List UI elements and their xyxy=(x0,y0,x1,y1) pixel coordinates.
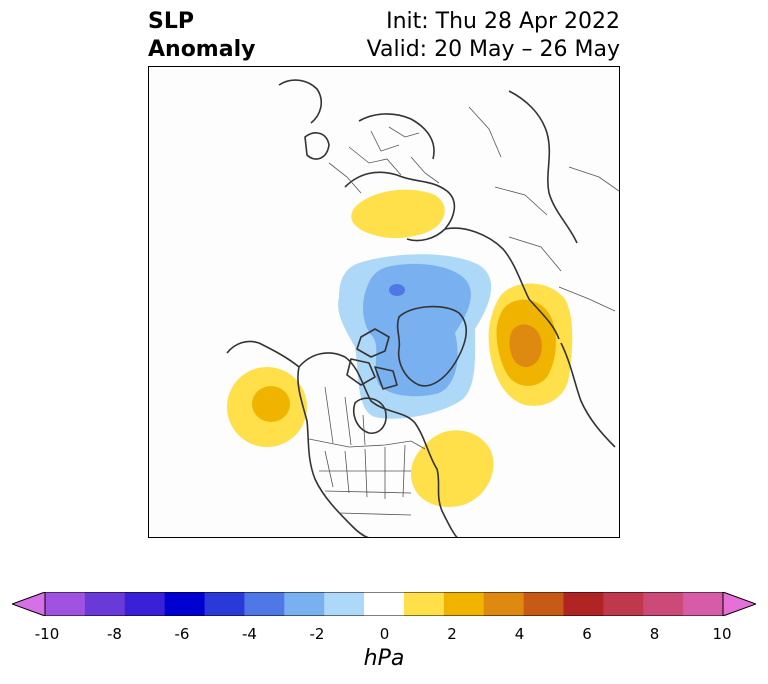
colorbar-unit: hPa xyxy=(363,646,405,671)
colorbar-bin xyxy=(643,592,684,616)
colorbar-bin xyxy=(284,592,325,616)
anomaly-shading xyxy=(227,189,573,507)
asia-borders xyxy=(468,106,619,312)
colorbar-bin xyxy=(324,592,365,616)
alaska-coast xyxy=(226,340,300,368)
colorbar-bin xyxy=(683,592,724,616)
us-canada-border xyxy=(308,438,426,450)
north-america-coast xyxy=(297,352,458,537)
british-isles xyxy=(304,132,330,160)
africa-coast xyxy=(278,79,323,124)
colorbar-tick-label: 6 xyxy=(582,625,592,643)
valid-range: Valid: 20 May – 26 May xyxy=(366,37,620,62)
pacific-positive-core xyxy=(509,324,542,368)
europe-positive xyxy=(351,189,445,239)
init-date: Init: Thu 28 Apr 2022 xyxy=(386,9,620,34)
colorbar-tick-label: -10 xyxy=(34,625,60,643)
colorbar-bin xyxy=(563,592,604,616)
valid-period: Init: Thu 28 Apr 2022 Valid: 20 May – 26… xyxy=(367,8,620,64)
colorbar-bin xyxy=(164,592,206,616)
us-state-borders xyxy=(319,444,412,516)
colorbar-tick-label: -6 xyxy=(174,625,190,643)
siberia-coast xyxy=(444,227,560,340)
colorbar-bin xyxy=(84,592,126,616)
far-east-coast xyxy=(508,90,578,244)
colorbar-bin xyxy=(124,592,166,616)
colorbar-segments xyxy=(12,592,756,616)
arctic-negative-core xyxy=(389,284,405,296)
title-line-1: SLP xyxy=(148,9,194,34)
colorbar-outline xyxy=(44,592,724,616)
colorbar-bin xyxy=(45,592,86,616)
colorbar-tick-label: 8 xyxy=(649,625,660,643)
colorbar-tick-label: -2 xyxy=(309,625,325,643)
colorbar-bin xyxy=(483,592,525,616)
canadian-arctic-islands xyxy=(346,328,398,390)
colorbar-tick-label: 2 xyxy=(447,625,457,643)
map-title: SLP Anomaly xyxy=(148,8,255,64)
colorbar-tick-label: -4 xyxy=(242,625,257,643)
arctic-negative-inner xyxy=(363,263,471,397)
colorbar xyxy=(12,592,756,616)
asia-east-coast xyxy=(560,342,616,448)
hudson-bay-coast xyxy=(353,397,387,434)
colorbar-bin xyxy=(244,592,285,616)
colorbar-bin xyxy=(523,592,564,616)
map-panel xyxy=(148,66,620,538)
colorbar-bin xyxy=(603,592,644,616)
colorbar-bin xyxy=(364,592,405,616)
ne-pacific-positive-core xyxy=(252,386,290,422)
political-borders xyxy=(308,106,619,516)
europe-borders xyxy=(328,126,440,194)
coastlines xyxy=(226,79,616,537)
colorbar-bin xyxy=(403,592,445,616)
colorbar-tick-label: -8 xyxy=(107,625,122,643)
colorbar-extend-min xyxy=(12,592,46,616)
colorbar-extend-max xyxy=(722,592,756,616)
colorbar-bin xyxy=(204,592,245,616)
colorbar-tick-label: 10 xyxy=(712,625,732,643)
title-line-2: Anomaly xyxy=(148,37,256,62)
greenland-coast xyxy=(396,305,467,387)
map-canvas xyxy=(226,79,619,537)
colorbar-bin xyxy=(443,592,485,616)
colorbar-tick-label: 0 xyxy=(379,625,390,643)
colorbar-tick-label: 4 xyxy=(514,625,525,643)
canada-provinces xyxy=(324,386,366,446)
europe-coast xyxy=(344,113,456,242)
atlantic-positive xyxy=(410,430,494,507)
